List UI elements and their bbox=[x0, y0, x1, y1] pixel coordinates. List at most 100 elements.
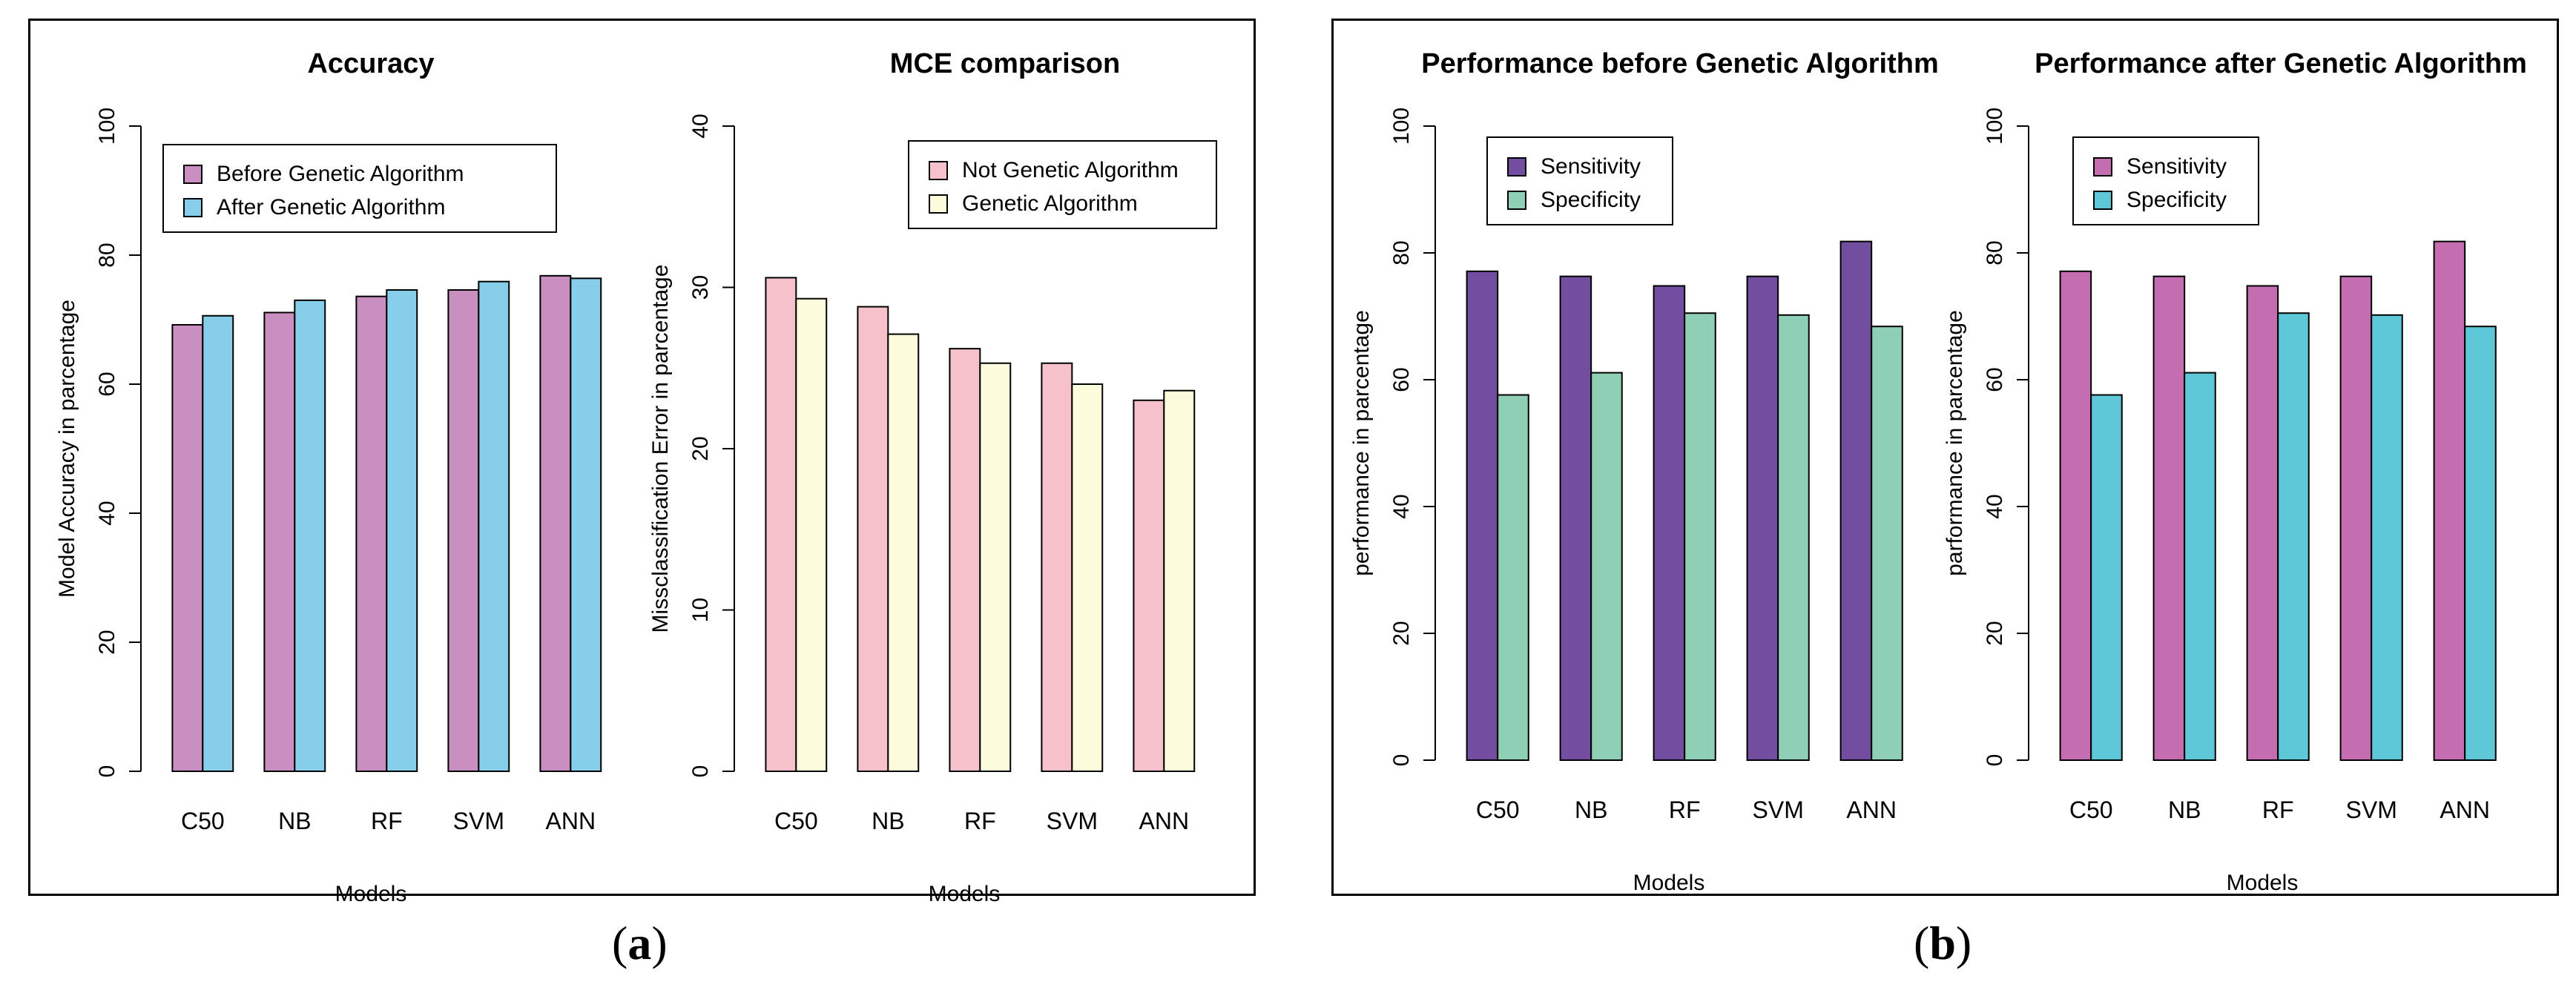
x-axis-label: Models bbox=[2227, 871, 2299, 895]
bar bbox=[1559, 275, 1592, 761]
x-tick-label: RF bbox=[2262, 797, 2294, 823]
x-axis-label: Models bbox=[335, 882, 407, 906]
y-axis-label: Model Accuracy in parcentage bbox=[55, 300, 79, 598]
x-axis-label: Models bbox=[1633, 871, 1705, 895]
bar bbox=[171, 323, 204, 772]
bar bbox=[2433, 240, 2466, 761]
bar bbox=[795, 297, 828, 773]
y-tick-label: 40 bbox=[95, 501, 119, 525]
x-tick-label: NB bbox=[1575, 797, 1607, 823]
bar bbox=[1746, 275, 1779, 761]
legend-swatch bbox=[183, 165, 202, 184]
bar bbox=[1071, 383, 1104, 772]
y-tick-label: 0 bbox=[1389, 754, 1414, 767]
legend-box bbox=[1486, 136, 1673, 225]
legend-label: Specificity bbox=[1541, 188, 1641, 212]
y-tick-label: 0 bbox=[1983, 754, 2007, 767]
y-tick-label: 40 bbox=[1389, 494, 1414, 518]
bar bbox=[355, 295, 388, 772]
bar bbox=[202, 314, 234, 772]
bar bbox=[386, 288, 418, 773]
bar bbox=[2059, 270, 2092, 762]
x-tick-label: ANN bbox=[1846, 797, 1897, 823]
bar bbox=[2090, 394, 2123, 761]
y-tick-label: 40 bbox=[1983, 494, 2007, 518]
y-tick-label: 60 bbox=[1389, 367, 1414, 392]
bar bbox=[2371, 314, 2403, 762]
y-tick-label: 20 bbox=[1389, 621, 1414, 645]
y-axis-label: Missclassification Error in parcentage bbox=[648, 265, 673, 633]
panel-b-label-close: ) bbox=[1955, 917, 1972, 969]
panel-b-label: (b) bbox=[1914, 916, 1971, 971]
y-tick-label: 100 bbox=[95, 108, 119, 145]
performance-after-chart: Performance after Genetic Algorithm 0 20 40… bbox=[1943, 48, 2527, 895]
legend-swatch bbox=[2093, 157, 2112, 177]
bar bbox=[539, 274, 572, 772]
x-tick-label: NB bbox=[2168, 797, 2201, 823]
y-tick-label: 20 bbox=[1983, 621, 2007, 645]
bar bbox=[857, 306, 889, 773]
x-tick-label: C50 bbox=[2069, 797, 2113, 823]
chart-title: Accuracy bbox=[307, 48, 434, 79]
legend-label: Sensitivity bbox=[1541, 154, 1641, 179]
bar bbox=[2277, 312, 2310, 762]
y-tick-label: 0 bbox=[95, 765, 119, 778]
bar bbox=[263, 311, 296, 772]
bar bbox=[765, 277, 797, 772]
x-tick-label: SVM bbox=[1753, 797, 1804, 823]
bar bbox=[1133, 399, 1165, 772]
legend-swatch bbox=[1507, 157, 1526, 177]
bar bbox=[2184, 372, 2216, 762]
bar bbox=[2339, 275, 2373, 761]
x-tick-label: RF bbox=[964, 808, 996, 834]
legend-swatch bbox=[1507, 191, 1526, 210]
panel-b-frame bbox=[1331, 19, 2559, 896]
legend-swatch bbox=[183, 198, 202, 217]
bar bbox=[570, 277, 602, 772]
x-tick-label: NB bbox=[872, 808, 904, 834]
y-tick-label: 20 bbox=[95, 630, 119, 654]
bar bbox=[1163, 389, 1196, 772]
y-tick-label: 60 bbox=[95, 372, 119, 396]
chart-title: Performance before Genetic Algorithm bbox=[1421, 48, 1939, 79]
y-tick-label: 20 bbox=[688, 436, 713, 461]
x-tick-label: RF bbox=[1669, 797, 1701, 823]
bar bbox=[1684, 312, 1716, 762]
y-tick-label: 100 bbox=[1983, 108, 2007, 145]
bar bbox=[447, 288, 480, 773]
bar bbox=[2152, 275, 2186, 761]
bar bbox=[1653, 285, 1686, 761]
legend-label: Not Genetic Algorithm bbox=[962, 158, 1179, 182]
y-axis-label: performance in parcentage bbox=[1349, 310, 1374, 576]
bar bbox=[1777, 314, 1810, 762]
y-tick-label: 30 bbox=[688, 275, 713, 300]
bar bbox=[1871, 326, 1903, 761]
legend-label: Before Genetic Algorithm bbox=[217, 162, 464, 186]
bar bbox=[2246, 285, 2279, 761]
bar bbox=[979, 362, 1012, 773]
performance-before-chart: Performance before Genetic Algorithm 0 20 4… bbox=[1349, 48, 1939, 895]
bar bbox=[478, 280, 510, 773]
x-tick-label: SVM bbox=[2346, 797, 2397, 823]
mce-chart: MCE comparison 0 10 20 30 40 Missclassificatio… bbox=[648, 48, 1217, 906]
x-tick-label: ANN bbox=[546, 808, 596, 834]
panel-a-label: (a) bbox=[612, 916, 668, 971]
bar bbox=[1839, 240, 1873, 761]
panel-b-label-letter: b bbox=[1929, 917, 1956, 969]
y-tick-label: 40 bbox=[688, 113, 713, 138]
legend-box bbox=[908, 140, 1217, 229]
panel-a-frame bbox=[28, 19, 1256, 896]
x-tick-label: C50 bbox=[774, 808, 818, 834]
x-tick-label: RF bbox=[371, 808, 403, 834]
panel-b-label-open: ( bbox=[1914, 917, 1930, 969]
x-tick-label: ANN bbox=[1139, 808, 1190, 834]
x-tick-label: C50 bbox=[1476, 797, 1520, 823]
x-axis-label: Models bbox=[929, 882, 1001, 906]
bar bbox=[2464, 326, 2497, 761]
legend-box bbox=[162, 144, 557, 233]
y-tick-label: 60 bbox=[1983, 367, 2007, 392]
x-tick-label: ANN bbox=[2440, 797, 2490, 823]
bar bbox=[1466, 270, 1499, 762]
x-tick-label: SVM bbox=[453, 808, 504, 834]
legend-box bbox=[2072, 136, 2259, 225]
